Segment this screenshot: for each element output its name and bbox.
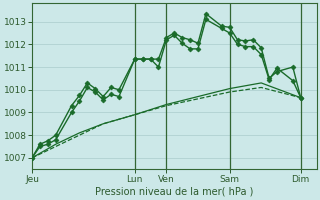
X-axis label: Pression niveau de la mer( hPa ): Pression niveau de la mer( hPa ) (95, 187, 253, 197)
